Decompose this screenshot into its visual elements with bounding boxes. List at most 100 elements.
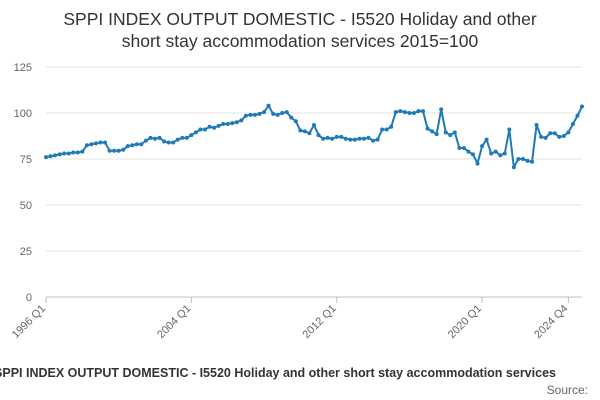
data-point[interactable]: [262, 110, 267, 115]
data-point[interactable]: [107, 148, 112, 153]
data-point[interactable]: [316, 133, 321, 138]
data-point[interactable]: [71, 150, 76, 155]
data-point[interactable]: [361, 136, 366, 141]
data-point[interactable]: [330, 136, 335, 141]
data-point[interactable]: [175, 137, 180, 142]
data-point[interactable]: [580, 104, 584, 109]
data-point[interactable]: [257, 111, 262, 116]
data-point[interactable]: [57, 152, 62, 157]
data-point[interactable]: [416, 109, 421, 114]
data-point[interactable]: [202, 127, 207, 132]
data-point[interactable]: [103, 140, 108, 145]
data-point[interactable]: [289, 115, 294, 120]
data-point[interactable]: [239, 118, 244, 123]
data-point[interactable]: [566, 130, 571, 135]
data-point[interactable]: [148, 135, 153, 140]
data-point[interactable]: [543, 135, 548, 140]
data-point[interactable]: [470, 152, 475, 157]
data-point[interactable]: [398, 109, 403, 114]
data-point[interactable]: [134, 142, 139, 147]
data-point[interactable]: [357, 136, 362, 141]
data-point[interactable]: [89, 142, 94, 147]
data-point[interactable]: [130, 143, 135, 148]
legend-item-series[interactable]: SPPI INDEX OUTPUT DOMESTIC - I5520 Holid…: [0, 366, 556, 380]
data-point[interactable]: [98, 140, 103, 145]
data-point[interactable]: [302, 129, 307, 134]
data-point[interactable]: [421, 109, 426, 114]
data-point[interactable]: [198, 127, 203, 132]
data-point[interactable]: [452, 130, 457, 135]
data-point[interactable]: [298, 128, 303, 133]
data-point[interactable]: [184, 135, 189, 140]
data-point[interactable]: [502, 151, 507, 156]
data-point[interactable]: [489, 151, 494, 156]
data-point[interactable]: [570, 122, 575, 127]
data-point[interactable]: [525, 158, 530, 163]
data-point[interactable]: [280, 111, 285, 115]
data-point[interactable]: [212, 125, 217, 130]
data-point[interactable]: [193, 130, 198, 135]
data-point[interactable]: [75, 150, 80, 155]
data-point[interactable]: [434, 132, 439, 137]
data-point[interactable]: [348, 137, 353, 142]
data-point[interactable]: [425, 126, 430, 131]
data-point[interactable]: [166, 140, 171, 145]
data-point[interactable]: [162, 139, 167, 144]
data-point[interactable]: [466, 149, 471, 154]
data-point[interactable]: [66, 151, 71, 156]
data-point[interactable]: [352, 137, 357, 142]
data-point[interactable]: [380, 127, 385, 132]
data-point[interactable]: [275, 112, 280, 117]
data-point[interactable]: [116, 148, 121, 153]
data-point[interactable]: [575, 113, 580, 118]
data-point[interactable]: [457, 145, 462, 150]
data-point[interactable]: [143, 138, 148, 143]
data-point[interactable]: [271, 111, 276, 116]
data-point[interactable]: [475, 161, 480, 166]
data-point[interactable]: [371, 138, 376, 143]
data-point[interactable]: [402, 110, 407, 115]
data-point[interactable]: [461, 145, 466, 150]
data-point[interactable]: [307, 131, 312, 136]
data-point[interactable]: [121, 147, 126, 152]
data-point[interactable]: [384, 127, 389, 132]
data-point[interactable]: [507, 127, 512, 132]
data-point[interactable]: [180, 135, 185, 140]
data-point[interactable]: [62, 151, 67, 156]
legend[interactable]: SPPI INDEX OUTPUT DOMESTIC - I5520 Holid…: [0, 366, 600, 384]
data-point[interactable]: [334, 134, 339, 139]
data-point[interactable]: [321, 136, 326, 141]
data-point[interactable]: [157, 135, 162, 140]
data-point[interactable]: [189, 133, 194, 138]
data-point[interactable]: [389, 124, 394, 129]
data-point[interactable]: [112, 148, 117, 153]
data-point[interactable]: [430, 129, 435, 134]
data-point[interactable]: [84, 143, 89, 148]
data-point[interactable]: [411, 111, 416, 115]
data-point[interactable]: [80, 149, 85, 154]
data-point[interactable]: [448, 133, 453, 138]
data-point[interactable]: [44, 155, 48, 160]
data-point[interactable]: [153, 136, 158, 141]
data-point[interactable]: [443, 130, 448, 135]
data-point[interactable]: [516, 157, 521, 161]
data-point[interactable]: [393, 110, 398, 115]
data-point[interactable]: [325, 135, 330, 140]
data-point[interactable]: [312, 122, 316, 127]
data-point[interactable]: [216, 123, 221, 128]
data-point[interactable]: [207, 124, 212, 129]
data-point[interactable]: [230, 121, 235, 126]
data-point[interactable]: [534, 122, 539, 127]
data-point[interactable]: [493, 149, 498, 154]
data-point[interactable]: [93, 141, 98, 146]
data-point[interactable]: [266, 103, 271, 108]
data-point[interactable]: [48, 154, 53, 159]
data-point[interactable]: [557, 134, 562, 139]
data-point[interactable]: [221, 122, 226, 127]
data-point[interactable]: [439, 107, 444, 112]
data-point[interactable]: [511, 165, 516, 170]
data-point[interactable]: [548, 131, 553, 136]
data-point[interactable]: [530, 159, 535, 164]
data-point[interactable]: [407, 111, 412, 115]
data-point[interactable]: [53, 153, 58, 158]
